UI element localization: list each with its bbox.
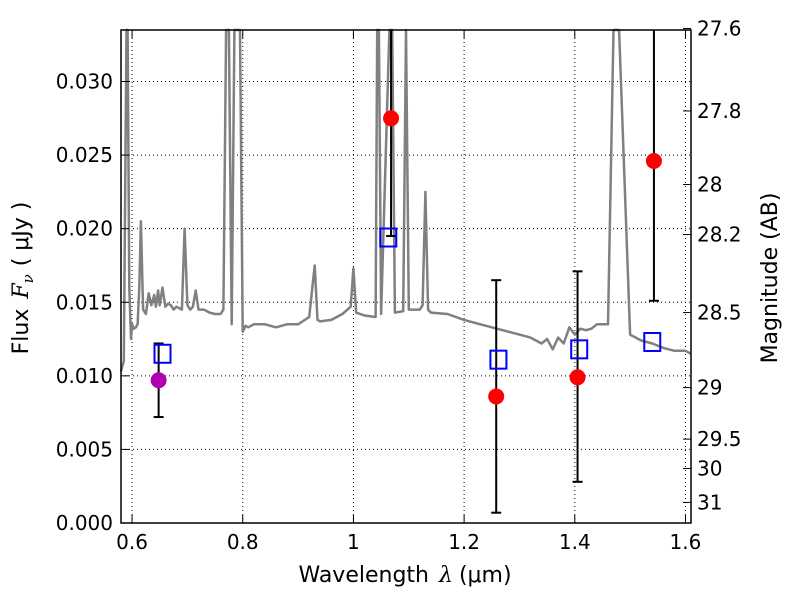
y-axis-label-text: Flux: [9, 309, 34, 355]
right-tick-label: 29: [697, 376, 722, 400]
right-tick-label: 30: [697, 457, 722, 481]
axis-ticks: 0.6 0.8 1 1.2 1.4 1.6 0.000 0.005 0.010 0.015 0.02…: [56, 17, 742, 554]
plot-frame: [120, 29, 692, 524]
x-axis-label: Wavelength λ (μm): [298, 563, 511, 588]
y-axis-label-symbol: F: [9, 283, 34, 300]
right-tick-label: 27.6: [697, 17, 742, 41]
spectrum-line: [119, 28, 692, 372]
right-tick-label: 29.5: [697, 427, 742, 451]
y-tick-label: 0.000: [56, 511, 113, 535]
x-tick-label: 1: [347, 530, 360, 554]
model-point: [379, 227, 398, 248]
model-point: [153, 343, 172, 364]
spectrum-series: [119, 28, 692, 372]
model-point: [570, 339, 589, 360]
observed-point: [645, 152, 662, 169]
observed-point: [383, 110, 400, 127]
model-point: [489, 349, 508, 370]
x-axis-label-units: (μm): [459, 563, 512, 588]
right-tick-label: 28.2: [697, 223, 742, 247]
y-tick-label: 0.020: [56, 217, 113, 241]
model-point: [643, 331, 662, 352]
y-axis-label: Flux Fν ( μJy ): [9, 202, 37, 355]
model-points: [153, 227, 662, 370]
y-tick-label: 0.025: [56, 143, 113, 167]
x-axis-label-text: Wavelength: [298, 563, 429, 588]
y-tick-label: 0.030: [56, 70, 113, 94]
right-tick-label: 28: [697, 173, 722, 197]
right-tick-label: 28.5: [697, 301, 742, 325]
right-axis-label: Magnitude (AB): [758, 193, 783, 364]
x-tick-label: 0.6: [116, 530, 148, 554]
right-tick-label: 27.8: [697, 99, 742, 123]
x-tick-label: 1.6: [670, 530, 702, 554]
observed-points: [150, 110, 662, 405]
y-tick-label: 0.005: [56, 437, 113, 461]
y-tick-label: 0.015: [56, 290, 113, 314]
x-tick-label: 1.2: [448, 530, 480, 554]
y-axis-label-subscript: ν: [19, 274, 37, 283]
x-tick-label: 0.8: [227, 530, 259, 554]
right-tick-label: 31: [697, 490, 722, 514]
y-tick-label: 0.010: [56, 364, 113, 388]
observed-point: [488, 388, 505, 405]
observed-point: [569, 369, 586, 386]
y-axis-label-units: ( μJy ): [9, 202, 34, 267]
x-tick-label: 1.4: [559, 530, 591, 554]
x-axis-label-symbol: λ: [438, 563, 453, 588]
observed-point: [150, 372, 167, 389]
